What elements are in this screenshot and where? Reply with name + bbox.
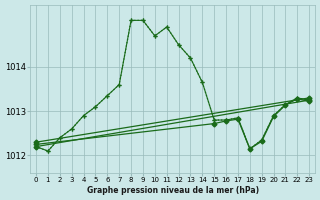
X-axis label: Graphe pression niveau de la mer (hPa): Graphe pression niveau de la mer (hPa) — [87, 186, 259, 195]
